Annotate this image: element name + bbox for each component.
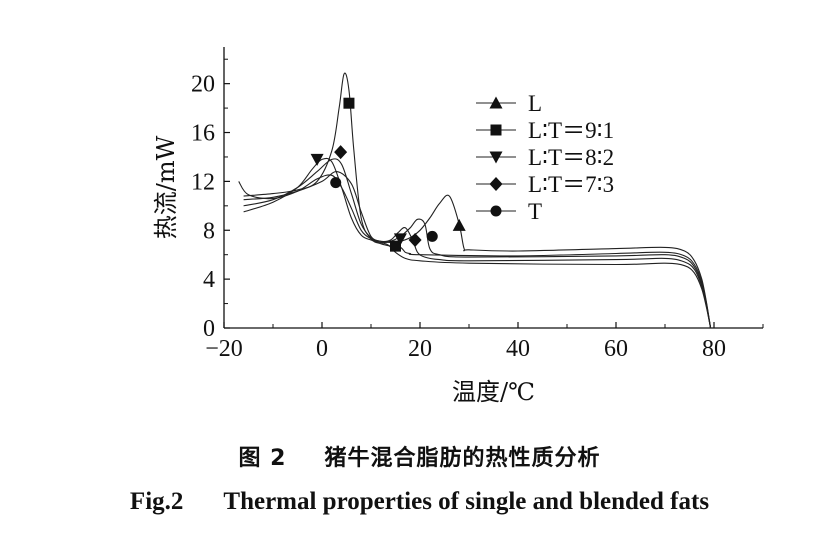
x-tick-label: 0 bbox=[316, 336, 328, 362]
caption-english-title: Thermal properties of single and blended… bbox=[223, 488, 710, 515]
x-tick-label: −20 bbox=[205, 336, 243, 362]
caption-chinese-number: 图 2 bbox=[238, 446, 287, 471]
caption-chinese: 图 2 猪牛混合脂肪的热性质分析 bbox=[0, 440, 839, 472]
legend-label-4: L∶T＝7∶3 bbox=[528, 172, 614, 197]
legend-marker-5 bbox=[490, 205, 502, 217]
y-tick-label: 0 bbox=[203, 316, 215, 342]
x-tick-label: 80 bbox=[702, 336, 726, 362]
legend-label-3: L∶T＝8∶2 bbox=[528, 145, 614, 170]
legend-marker-1 bbox=[489, 96, 503, 109]
y-tick-label: 8 bbox=[203, 218, 215, 244]
series-4-marker bbox=[408, 233, 422, 248]
series-2-marker bbox=[343, 97, 355, 109]
legend-label-2: L∶T＝9∶1 bbox=[528, 118, 614, 143]
y-tick-label: 20 bbox=[191, 72, 215, 98]
x-tick-label: 60 bbox=[604, 336, 628, 362]
x-tick-label: 40 bbox=[506, 336, 530, 362]
series-4-marker bbox=[334, 145, 348, 160]
series-2-marker bbox=[390, 240, 401, 252]
y-axis-title: 热流/mW bbox=[152, 135, 180, 239]
legend-marker-4 bbox=[489, 177, 503, 191]
caption-english-number: Fig.2 bbox=[129, 488, 184, 515]
series-line-4 bbox=[243, 158, 712, 329]
legend: LL∶T＝9∶1L∶T＝8∶2L∶T＝7∶3T bbox=[476, 91, 614, 224]
legend-label-5: T bbox=[528, 199, 542, 224]
y-tick-label: 16 bbox=[191, 121, 215, 147]
series-3-marker bbox=[393, 233, 407, 246]
series-3-marker bbox=[310, 153, 324, 166]
series-5-marker bbox=[426, 230, 438, 242]
series-line-1 bbox=[243, 171, 712, 329]
caption-chinese-title: 猪牛混合脂肪的热性质分析 bbox=[324, 446, 601, 471]
legend-marker-2 bbox=[490, 124, 502, 136]
series-line-3 bbox=[243, 157, 712, 329]
series-line-5 bbox=[238, 174, 712, 329]
series-markers bbox=[310, 97, 466, 252]
y-tick-label: 12 bbox=[191, 169, 215, 195]
series-curves bbox=[238, 72, 712, 329]
series-5-marker bbox=[330, 177, 342, 189]
y-tick-label: 4 bbox=[203, 267, 215, 293]
series-line-2 bbox=[243, 72, 712, 329]
series-1-marker bbox=[452, 218, 466, 231]
legend-label-1: L bbox=[528, 91, 542, 116]
x-axis-title: 温度/℃ bbox=[452, 378, 535, 406]
caption-english: Fig.2 Thermal properties of single and bl… bbox=[0, 488, 839, 516]
legend-marker-3 bbox=[489, 151, 503, 164]
x-tick-label: 20 bbox=[408, 336, 432, 362]
